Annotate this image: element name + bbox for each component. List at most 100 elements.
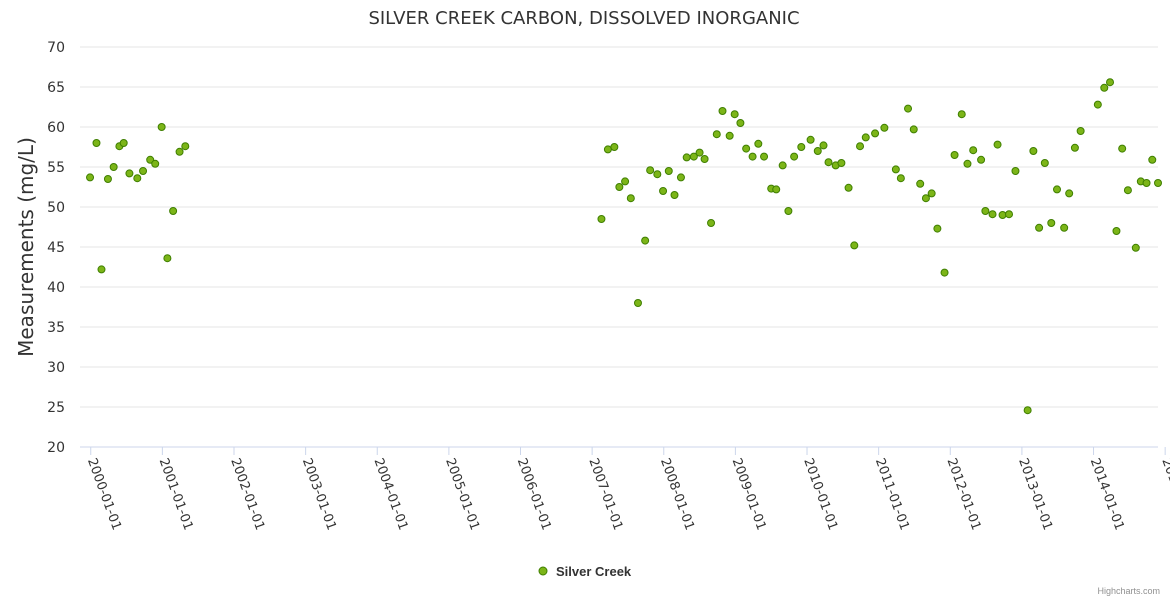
data-point[interactable] bbox=[86, 173, 95, 182]
data-point[interactable] bbox=[977, 155, 986, 164]
data-point[interactable] bbox=[880, 123, 889, 132]
data-point[interactable] bbox=[824, 158, 833, 167]
data-point[interactable] bbox=[1112, 227, 1121, 235]
data-point[interactable] bbox=[682, 153, 691, 162]
data-point[interactable] bbox=[597, 215, 606, 223]
data-point[interactable] bbox=[957, 110, 966, 119]
data-point[interactable] bbox=[181, 142, 190, 151]
data-point[interactable] bbox=[730, 110, 739, 119]
legend-item-silver-creek[interactable]: Silver Creek bbox=[538, 564, 632, 579]
data-point[interactable] bbox=[736, 119, 745, 127]
data-point[interactable] bbox=[689, 152, 698, 161]
data-point[interactable] bbox=[1053, 185, 1062, 194]
data-point[interactable] bbox=[1142, 179, 1151, 187]
data-point[interactable] bbox=[891, 165, 900, 174]
data-point[interactable] bbox=[1023, 406, 1032, 415]
credits-link[interactable]: Highcharts.com bbox=[1097, 586, 1160, 596]
data-point[interactable] bbox=[1118, 144, 1127, 153]
data-point[interactable] bbox=[940, 268, 949, 277]
data-point[interactable] bbox=[1100, 83, 1109, 92]
data-point[interactable] bbox=[653, 170, 662, 179]
data-point[interactable] bbox=[1005, 210, 1014, 219]
data-point[interactable] bbox=[659, 187, 668, 195]
data-point[interactable] bbox=[998, 211, 1007, 219]
data-point[interactable] bbox=[950, 151, 959, 159]
data-point[interactable] bbox=[748, 152, 757, 161]
data-point[interactable] bbox=[163, 254, 172, 263]
data-point[interactable] bbox=[797, 143, 806, 151]
data-point[interactable] bbox=[1060, 223, 1069, 232]
data-point[interactable] bbox=[1106, 78, 1115, 87]
data-point[interactable] bbox=[1123, 186, 1132, 195]
data-point[interactable] bbox=[151, 159, 160, 168]
data-point[interactable] bbox=[157, 123, 166, 131]
data-point[interactable] bbox=[1093, 100, 1102, 109]
data-point[interactable] bbox=[861, 133, 870, 142]
data-point[interactable] bbox=[621, 177, 630, 186]
data-point[interactable] bbox=[778, 161, 787, 170]
data-point[interactable] bbox=[1065, 189, 1074, 198]
data-point[interactable] bbox=[1076, 127, 1085, 135]
data-point[interactable] bbox=[969, 146, 978, 155]
data-point[interactable] bbox=[819, 141, 828, 150]
data-point[interactable] bbox=[610, 143, 619, 151]
data-point[interactable] bbox=[742, 144, 751, 153]
data-point[interactable] bbox=[695, 148, 704, 157]
data-point[interactable] bbox=[1148, 155, 1157, 164]
data-point[interactable] bbox=[988, 210, 997, 219]
data-point[interactable] bbox=[700, 155, 709, 163]
data-point[interactable] bbox=[754, 139, 763, 148]
data-point[interactable] bbox=[133, 174, 142, 183]
data-point[interactable] bbox=[109, 163, 118, 171]
data-point[interactable] bbox=[1047, 219, 1056, 227]
data-point[interactable] bbox=[119, 139, 128, 147]
data-point[interactable] bbox=[670, 191, 679, 199]
data-point[interactable] bbox=[664, 167, 673, 175]
data-point[interactable] bbox=[641, 236, 650, 245]
data-point[interactable] bbox=[1040, 159, 1049, 167]
data-point[interactable] bbox=[1154, 179, 1162, 187]
data-point[interactable] bbox=[904, 104, 913, 113]
data-point[interactable] bbox=[169, 207, 178, 215]
data-point[interactable] bbox=[718, 107, 727, 115]
data-point[interactable] bbox=[790, 152, 799, 161]
data-point[interactable] bbox=[844, 183, 853, 192]
data-point[interactable] bbox=[981, 207, 990, 215]
data-point[interactable] bbox=[646, 166, 655, 175]
data-point[interactable] bbox=[916, 179, 925, 188]
data-point[interactable] bbox=[92, 139, 101, 147]
data-point[interactable] bbox=[97, 265, 106, 274]
data-point[interactable] bbox=[1029, 147, 1038, 155]
data-point[interactable] bbox=[712, 130, 721, 139]
data-point[interactable] bbox=[806, 135, 815, 144]
data-point[interactable] bbox=[909, 125, 918, 134]
data-point[interactable] bbox=[676, 173, 685, 182]
data-point[interactable] bbox=[933, 224, 942, 233]
data-point[interactable] bbox=[772, 185, 781, 194]
data-point[interactable] bbox=[993, 140, 1002, 149]
data-point[interactable] bbox=[784, 207, 793, 215]
data-point[interactable] bbox=[103, 175, 112, 183]
data-point[interactable] bbox=[1070, 143, 1079, 152]
data-point[interactable] bbox=[125, 169, 134, 178]
data-point[interactable] bbox=[963, 159, 972, 168]
data-point[interactable] bbox=[139, 167, 148, 175]
data-point[interactable] bbox=[760, 152, 769, 161]
data-point[interactable] bbox=[626, 194, 635, 203]
data-point[interactable] bbox=[856, 142, 865, 151]
data-point[interactable] bbox=[837, 159, 846, 167]
data-point[interactable] bbox=[813, 147, 822, 155]
data-point[interactable] bbox=[927, 189, 936, 198]
data-point[interactable] bbox=[1131, 243, 1140, 252]
data-point[interactable] bbox=[921, 194, 930, 203]
data-point[interactable] bbox=[896, 174, 905, 183]
data-point[interactable] bbox=[871, 129, 880, 138]
data-point[interactable] bbox=[725, 131, 734, 140]
data-point[interactable] bbox=[850, 241, 859, 250]
data-point[interactable] bbox=[1035, 223, 1044, 232]
data-point[interactable] bbox=[707, 219, 716, 227]
data-point[interactable] bbox=[175, 147, 184, 156]
data-point[interactable] bbox=[1011, 167, 1020, 175]
data-point[interactable] bbox=[615, 183, 624, 191]
data-point[interactable] bbox=[633, 299, 642, 307]
